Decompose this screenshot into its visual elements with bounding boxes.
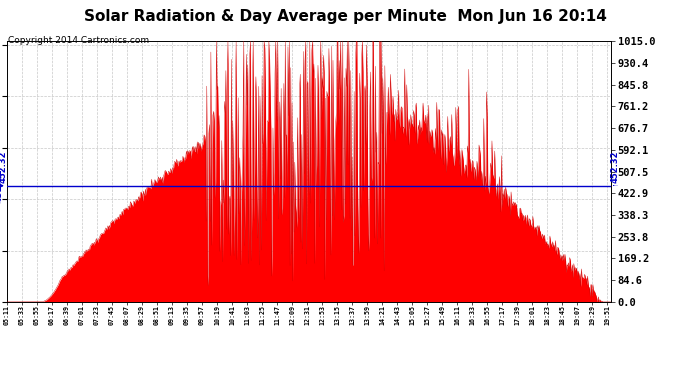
Text: 452.32: 452.32 bbox=[0, 168, 4, 203]
Text: 452.32: 452.32 bbox=[613, 185, 619, 186]
Text: 452.32: 452.32 bbox=[611, 151, 620, 183]
Text: Median  (w/m2): Median (w/m2) bbox=[436, 22, 520, 32]
Text: 452.32: 452.32 bbox=[0, 151, 8, 183]
Text: Copyright 2014 Cartronics.com: Copyright 2014 Cartronics.com bbox=[8, 36, 150, 45]
Text: Radiation  (w/m2): Radiation (w/m2) bbox=[544, 22, 639, 32]
Text: Solar Radiation & Day Average per Minute  Mon Jun 16 20:14: Solar Radiation & Day Average per Minute… bbox=[83, 9, 607, 24]
